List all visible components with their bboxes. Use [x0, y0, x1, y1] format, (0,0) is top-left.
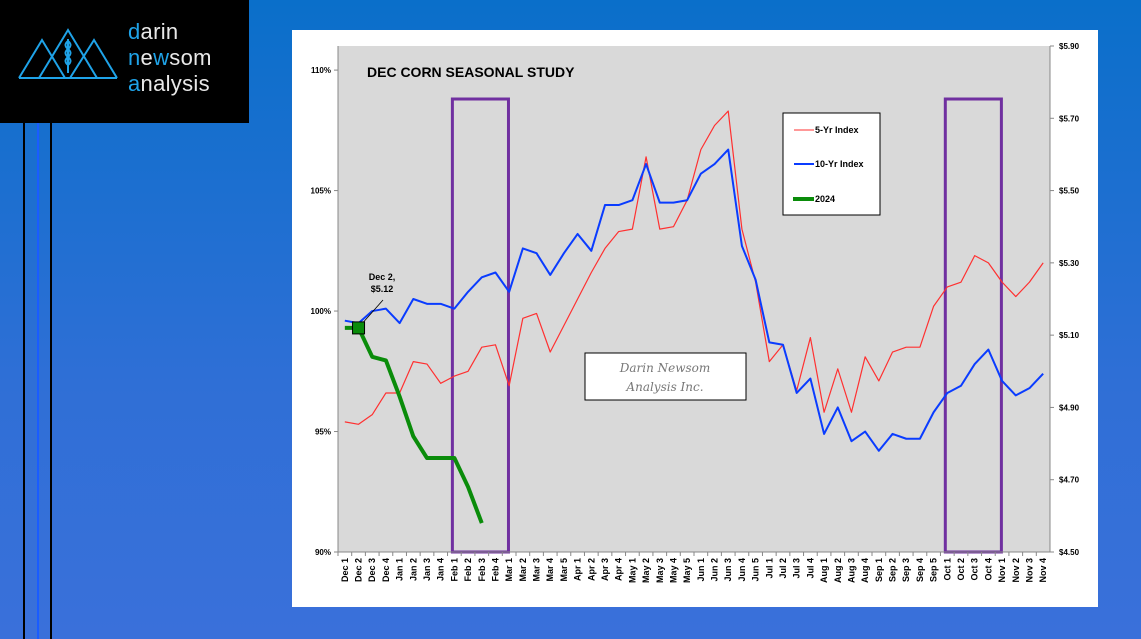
watermark: Darin Newsom Analysis Inc.: [584, 352, 747, 401]
x-tick-label: Jan 2: [408, 558, 418, 581]
x-tick-label: Sep 1: [874, 558, 884, 582]
x-tick-label: Nov 4: [1038, 558, 1048, 583]
x-tick-label: Jun 1: [696, 558, 706, 582]
x-tick-label: Dec 3: [367, 558, 377, 582]
x-tick-label: Oct 2: [956, 558, 966, 581]
x-tick-label: Nov 2: [1011, 558, 1021, 583]
legend-label: 5-Yr Index: [815, 125, 859, 135]
x-tick-label: Apr 1: [573, 558, 583, 581]
y-tick-label-left: 105%: [311, 187, 331, 196]
series-10yr-line: [344, 148, 1044, 452]
series-5yr-line: [344, 110, 1044, 425]
x-tick-label: Jun 3: [723, 558, 733, 582]
y-tick-label-right: $4.50: [1059, 548, 1080, 557]
decor-line: [23, 123, 25, 639]
decor-line: [37, 123, 39, 639]
x-tick-label: Jul 4: [805, 558, 815, 579]
x-tick-label: Nov 3: [1024, 558, 1034, 583]
annotation-marker: [352, 321, 366, 335]
logo-line-1: darin: [128, 19, 179, 44]
x-tick-label: Sep 5: [929, 558, 939, 582]
y-tick-label-right: $5.90: [1059, 42, 1080, 51]
y-tick-label-right: $5.30: [1059, 259, 1080, 268]
x-tick-label: Jan 3: [422, 558, 432, 581]
y-tick-label-left: 90%: [315, 548, 331, 557]
y-tick-label-right: $4.90: [1059, 403, 1080, 412]
legend: 5-Yr Index 10-Yr Index 2024: [782, 112, 881, 216]
x-tick-label: Oct 4: [983, 558, 993, 581]
x-tick-label: Jul 3: [792, 558, 802, 579]
legend-label: 10-Yr Index: [815, 159, 864, 169]
decor-line: [50, 123, 52, 639]
x-tick-label: Oct 1: [942, 558, 952, 581]
y-tick-label-left: 100%: [311, 307, 331, 316]
y-tick-label-right: $4.70: [1059, 476, 1080, 485]
x-tick-label: May 2: [641, 558, 651, 583]
x-tick-label: Apr 2: [586, 558, 596, 581]
annotation-line-1: Dec 2,: [369, 272, 396, 282]
x-tick-label: Dec 1: [340, 558, 350, 582]
x-tick-label: Aug 2: [833, 558, 843, 583]
watermark-line-1: Darin Newsom: [619, 361, 711, 375]
x-tick-label: Sep 2: [888, 558, 898, 582]
x-tick-label: May 4: [668, 558, 678, 583]
x-tick-label: Mar 2: [518, 558, 528, 582]
y-tick-label-right: $5.10: [1059, 331, 1080, 340]
x-tick-label: Feb 1: [449, 558, 459, 582]
x-tick-label: Jan 4: [436, 558, 446, 581]
x-tick-label: Mar 1: [504, 558, 514, 582]
mountain-wheat-logo-icon: [18, 28, 118, 79]
x-tick-label: Sep 4: [915, 558, 925, 582]
y-tick-label-right: $5.50: [1059, 187, 1080, 196]
x-tick-label: Aug 3: [846, 558, 856, 583]
y-tick-label-right: $5.70: [1059, 114, 1080, 123]
logo: darin newsom analysis: [0, 0, 249, 123]
x-tick-label: Mar 5: [559, 558, 569, 582]
plot-area: [338, 46, 1050, 552]
x-tick-label: Jul 1: [764, 558, 774, 579]
x-tick-label: Dec 2: [354, 558, 364, 582]
x-tick-label: Apr 3: [600, 558, 610, 581]
x-tick-label: Sep 3: [901, 558, 911, 582]
x-tick-label: Jul 2: [778, 558, 788, 579]
x-tick-label: Nov 1: [997, 558, 1007, 583]
logo-line-2: newsom: [128, 45, 212, 70]
x-tick-label: Jun 2: [710, 558, 720, 582]
x-tick-label: Apr 4: [614, 558, 624, 581]
y-tick-label-left: 110%: [311, 66, 331, 75]
chart-title: DEC CORN SEASONAL STUDY: [367, 64, 575, 80]
x-tick-label: May 5: [682, 558, 692, 583]
annotation-line-2: $5.12: [371, 284, 394, 294]
y-tick-label-left: 95%: [315, 428, 331, 437]
x-tick-label: Feb 2: [463, 558, 473, 582]
x-tick-label: Jun 5: [751, 558, 761, 582]
x-tick-label: Mar 3: [532, 558, 542, 582]
x-tick-label: May 3: [655, 558, 665, 583]
x-tick-label: Dec 4: [381, 558, 391, 582]
x-tick-label: Mar 4: [545, 558, 555, 582]
x-tick-label: Aug 4: [860, 558, 870, 583]
x-tick-label: Feb 3: [477, 558, 487, 582]
x-tick-label: Jan 1: [395, 558, 405, 581]
x-tick-label: Jun 4: [737, 558, 747, 582]
x-tick-label: Feb 4: [490, 558, 500, 582]
legend-label: 2024: [815, 194, 835, 204]
x-tick-label: Oct 3: [970, 558, 980, 581]
watermark-line-2: Analysis Inc.: [625, 380, 703, 394]
x-tick-label: May 1: [627, 558, 637, 583]
logo-line-3: analysis: [128, 71, 210, 96]
x-tick-label: Aug 1: [819, 558, 829, 583]
